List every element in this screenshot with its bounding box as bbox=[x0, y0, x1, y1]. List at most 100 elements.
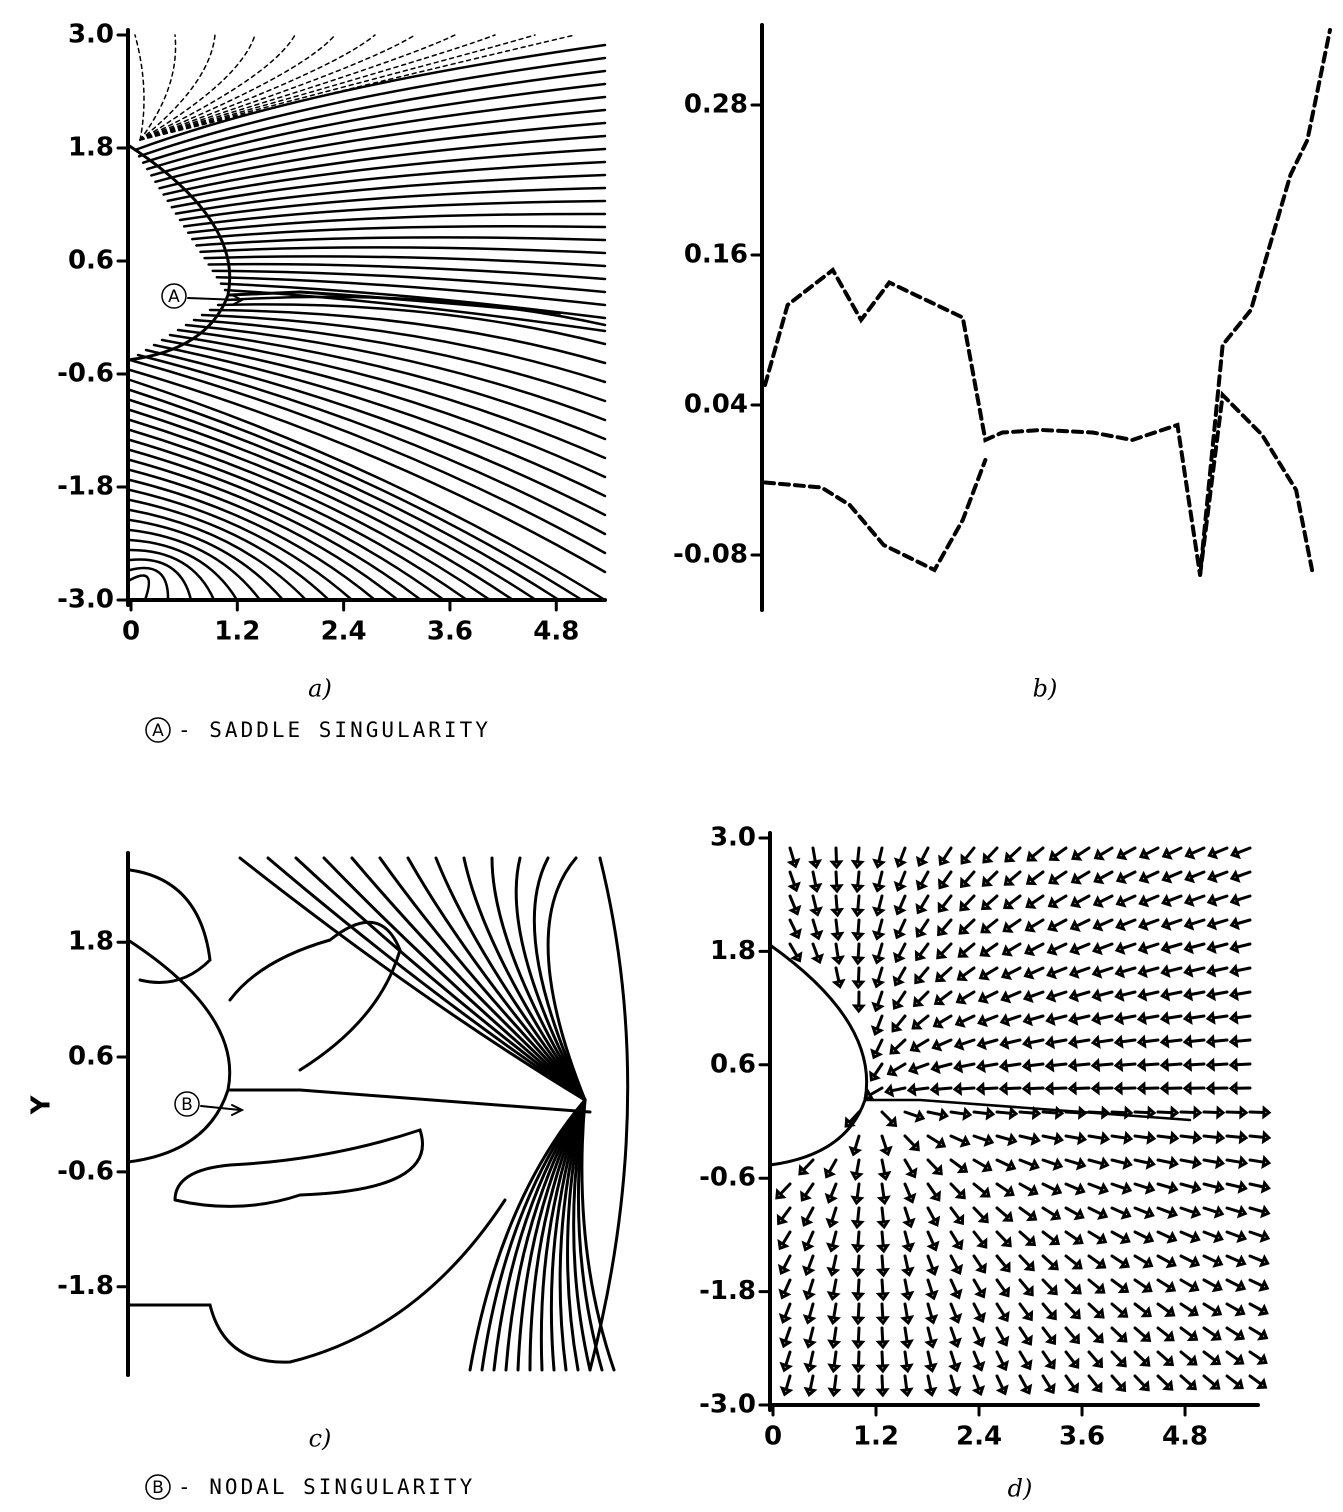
vector-arrow bbox=[1225, 1130, 1249, 1145]
vector-arrow bbox=[926, 1158, 943, 1176]
vector-arrow bbox=[1179, 1205, 1202, 1219]
vector-arrow bbox=[1045, 989, 1068, 1003]
vector-arrow bbox=[1160, 940, 1183, 955]
vector-arrow bbox=[875, 1254, 891, 1278]
vector-arrow bbox=[1156, 1130, 1180, 1145]
body-outline bbox=[126, 143, 232, 362]
streamline bbox=[208, 308, 607, 365]
vector-arrow bbox=[995, 1182, 1015, 1197]
series-line bbox=[763, 390, 1316, 577]
vector-arrow bbox=[1161, 893, 1183, 908]
vector-arrow bbox=[1064, 1206, 1085, 1221]
vector-arrow bbox=[1229, 963, 1252, 978]
x-tick-label: 1.2 bbox=[853, 1422, 899, 1452]
vector-arrow bbox=[1022, 1035, 1045, 1050]
streamline bbox=[128, 468, 400, 602]
vector-arrow bbox=[903, 1134, 920, 1152]
vector-arrow bbox=[1179, 1302, 1199, 1317]
vector-arrow bbox=[975, 1059, 999, 1074]
vector-arrow bbox=[937, 894, 953, 913]
vector-arrow bbox=[788, 942, 803, 963]
vector-arrow bbox=[876, 1230, 891, 1254]
vector-arrow bbox=[1206, 916, 1229, 931]
vector-arrow bbox=[1229, 916, 1252, 931]
vector-arrow bbox=[1023, 966, 1045, 980]
vector-arrow bbox=[803, 1350, 818, 1373]
vector-arrow bbox=[1133, 1254, 1154, 1269]
streamline bbox=[128, 508, 308, 602]
vector-arrow bbox=[899, 1350, 914, 1374]
vector-arrow bbox=[1205, 1034, 1229, 1049]
vector-arrow bbox=[788, 918, 802, 940]
vector-arrow bbox=[1093, 846, 1114, 861]
vector-arrow bbox=[1225, 1302, 1246, 1317]
vector-arrow bbox=[972, 1278, 987, 1299]
vector-arrow bbox=[1179, 1105, 1203, 1120]
contour-line bbox=[514, 856, 587, 1102]
contour-line bbox=[492, 1098, 587, 1372]
y-tick-label: -3.0 bbox=[699, 1390, 756, 1420]
vector-arrow bbox=[1133, 1206, 1155, 1220]
vector-arrow bbox=[880, 1110, 898, 1128]
annotation-marker: B bbox=[152, 1478, 164, 1498]
vector-arrow bbox=[889, 1038, 907, 1055]
vector-arrow bbox=[1041, 1131, 1064, 1146]
vector-arrow bbox=[1044, 1058, 1068, 1073]
vector-arrow bbox=[1044, 1081, 1068, 1096]
vector-arrow bbox=[891, 1014, 907, 1033]
vector-arrow bbox=[850, 1182, 865, 1206]
streamline bbox=[128, 558, 193, 602]
vector-arrow bbox=[1179, 1155, 1203, 1170]
vector-arrow bbox=[826, 1254, 841, 1277]
vector-arrow bbox=[995, 1106, 1019, 1121]
vector-arrow bbox=[949, 1106, 973, 1121]
vector-arrow bbox=[1064, 1182, 1086, 1196]
vector-arrow bbox=[972, 1350, 986, 1372]
streamline bbox=[128, 448, 446, 602]
vector-arrow bbox=[1064, 1326, 1080, 1345]
vector-arrow bbox=[879, 1134, 893, 1157]
streamline bbox=[139, 34, 496, 141]
vector-arrow bbox=[851, 966, 866, 990]
contour-line bbox=[434, 856, 587, 1102]
streamline bbox=[139, 34, 576, 141]
vector-arrow bbox=[1230, 845, 1252, 860]
vector-arrow bbox=[1248, 1229, 1271, 1243]
vector-arrow bbox=[1205, 1057, 1229, 1072]
vector-arrow bbox=[907, 1061, 930, 1075]
y-tick-label: 0.28 bbox=[684, 90, 748, 120]
annotation-marker-circle bbox=[145, 1474, 171, 1500]
vector-arrow bbox=[1205, 987, 1229, 1002]
contour-line bbox=[238, 856, 587, 1102]
vector-arrow bbox=[786, 846, 801, 869]
vector-arrow bbox=[872, 894, 886, 917]
vector-arrow bbox=[893, 870, 907, 892]
vector-arrow bbox=[1064, 1350, 1080, 1369]
vector-arrow bbox=[1110, 1206, 1132, 1220]
contour-line bbox=[350, 856, 587, 1102]
annotation-marker-circle bbox=[174, 1091, 200, 1117]
vector-arrow bbox=[960, 846, 976, 865]
vector-arrow bbox=[1021, 1081, 1045, 1096]
vector-arrow bbox=[1248, 1374, 1268, 1390]
vector-arrow bbox=[995, 1350, 1009, 1372]
vector-arrow bbox=[877, 1158, 892, 1181]
y-tick-label: 1.8 bbox=[68, 927, 114, 957]
vector-arrow bbox=[995, 1206, 1014, 1222]
streamline bbox=[137, 56, 607, 158]
streamline bbox=[139, 34, 536, 141]
vector-arrow bbox=[1202, 1130, 1226, 1145]
vector-arrow bbox=[903, 1182, 917, 1204]
vector-arrow bbox=[1021, 1058, 1045, 1073]
contour-line bbox=[528, 1098, 587, 1372]
vector-arrow bbox=[1090, 1058, 1114, 1073]
vector-arrow bbox=[850, 1230, 866, 1254]
annotation-marker-circle bbox=[145, 717, 171, 743]
vector-arrow bbox=[900, 1278, 915, 1302]
streamline bbox=[199, 246, 607, 255]
vector-arrow bbox=[849, 1158, 864, 1182]
vector-arrow bbox=[779, 1350, 794, 1373]
vector-arrow bbox=[1248, 1254, 1270, 1268]
vector-arrow bbox=[1110, 1156, 1133, 1170]
vector-arrow bbox=[899, 1326, 914, 1350]
